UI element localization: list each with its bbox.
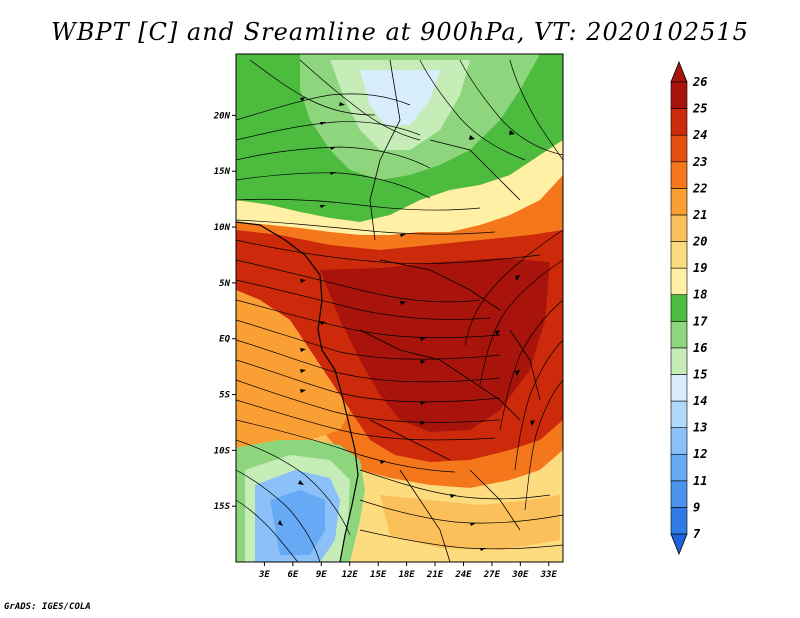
grads-footer: GrADS: IGES/COLA	[4, 602, 91, 612]
lon-tick-label: 3E	[258, 570, 270, 580]
streamlines	[236, 59, 563, 562]
map-frame	[235, 53, 564, 563]
colorbar-label: 25	[692, 102, 707, 116]
country-borders	[359, 59, 541, 562]
colorbar-swatch	[670, 81, 688, 109]
lat-tick-label: 5N	[219, 279, 230, 289]
colorbar-label: 9	[693, 500, 700, 514]
colorbar-swatch	[670, 347, 688, 375]
colorbar-min-arrow	[670, 533, 688, 556]
lat-tick-label: 15N	[214, 167, 231, 177]
lat-tick-label: EQ	[219, 335, 230, 345]
colorbar-swatch	[670, 161, 688, 189]
colorbar-swatch	[670, 188, 688, 216]
colorbar-swatch	[670, 453, 688, 482]
colorbar-label: 22	[692, 181, 707, 195]
colorbar-swatch	[670, 374, 688, 402]
lon-axis: 3E 6E 9E 12E 15E 18E 21E 24E 27E 30E 33E	[258, 562, 557, 580]
lat-tick-label: 20N	[213, 111, 231, 121]
lon-tick-label: 15E	[370, 570, 387, 580]
lon-tick-label: 24E	[454, 570, 472, 580]
lat-tick-label: 10N	[214, 223, 231, 233]
lat-axis: 20N 15N 10N 5N EQ 5S 10S 15S	[213, 111, 236, 512]
lon-tick-label: 18E	[398, 570, 415, 580]
colorbar-label: 23	[692, 155, 707, 169]
map-plot-area	[236, 54, 563, 562]
colorbar-swatch	[670, 400, 688, 428]
lon-tick-label: 30E	[511, 570, 529, 580]
colorbar-label: 20	[692, 235, 707, 249]
field-north-cyan	[360, 70, 440, 125]
colorbar-swatch	[670, 294, 688, 322]
lon-tick-label: 33E	[540, 570, 558, 580]
colorbar-max-arrow	[670, 60, 688, 83]
chart-title: WBPT [C] and Sreamline at 900hPa, VT: 20…	[51, 18, 749, 46]
lon-tick-label: 21E	[426, 570, 444, 580]
colorbar: 7 9 11 12 13 14 15 16 17 18 19 20 21 22 23 24 25 26	[670, 60, 708, 556]
colorbar-label: 24	[692, 128, 707, 142]
field-darkred-core	[320, 258, 550, 432]
lat-tick-label: 15S	[214, 502, 231, 512]
colorbar-swatch	[670, 507, 688, 535]
lon-tick-label: 6E	[287, 570, 298, 580]
lat-tick-label: 10S	[214, 446, 231, 456]
lon-tick-label: 12E	[342, 570, 359, 580]
colorbar-label: 12	[693, 447, 707, 461]
colorbar-label: 13	[693, 421, 707, 435]
coastline	[236, 221, 359, 562]
colorbar-swatch	[670, 241, 688, 269]
lat-tick-label: 5S	[219, 391, 230, 401]
streamline-arrows	[278, 97, 535, 551]
colorbar-label: 19	[693, 261, 707, 275]
colorbar-swatch	[670, 108, 688, 136]
lon-tick-label: 27E	[483, 570, 501, 580]
colorbar-label: 15	[693, 367, 707, 381]
field-south-orange	[380, 495, 560, 550]
colorbar-label: 21	[692, 208, 707, 222]
colorbar-label: 26	[692, 75, 707, 89]
colorbar-swatch	[670, 480, 688, 508]
colorbar-swatch	[670, 214, 688, 242]
field-yellow-band	[236, 140, 563, 235]
colorbar-swatch	[670, 320, 688, 349]
colorbar-label: 14	[693, 394, 707, 408]
colorbar-swatch	[670, 427, 688, 455]
field-sw-deepblue	[270, 490, 325, 555]
colorbar-label: 17	[693, 314, 708, 328]
colorbar-label: 18	[693, 288, 707, 302]
colorbar-label: 7	[693, 527, 701, 541]
colorbar-label: 16	[693, 341, 707, 355]
colorbar-swatch	[670, 267, 688, 296]
colorbar-label: 11	[693, 474, 707, 488]
lon-tick-label: 9E	[316, 570, 327, 580]
colorbar-swatch	[670, 134, 688, 163]
